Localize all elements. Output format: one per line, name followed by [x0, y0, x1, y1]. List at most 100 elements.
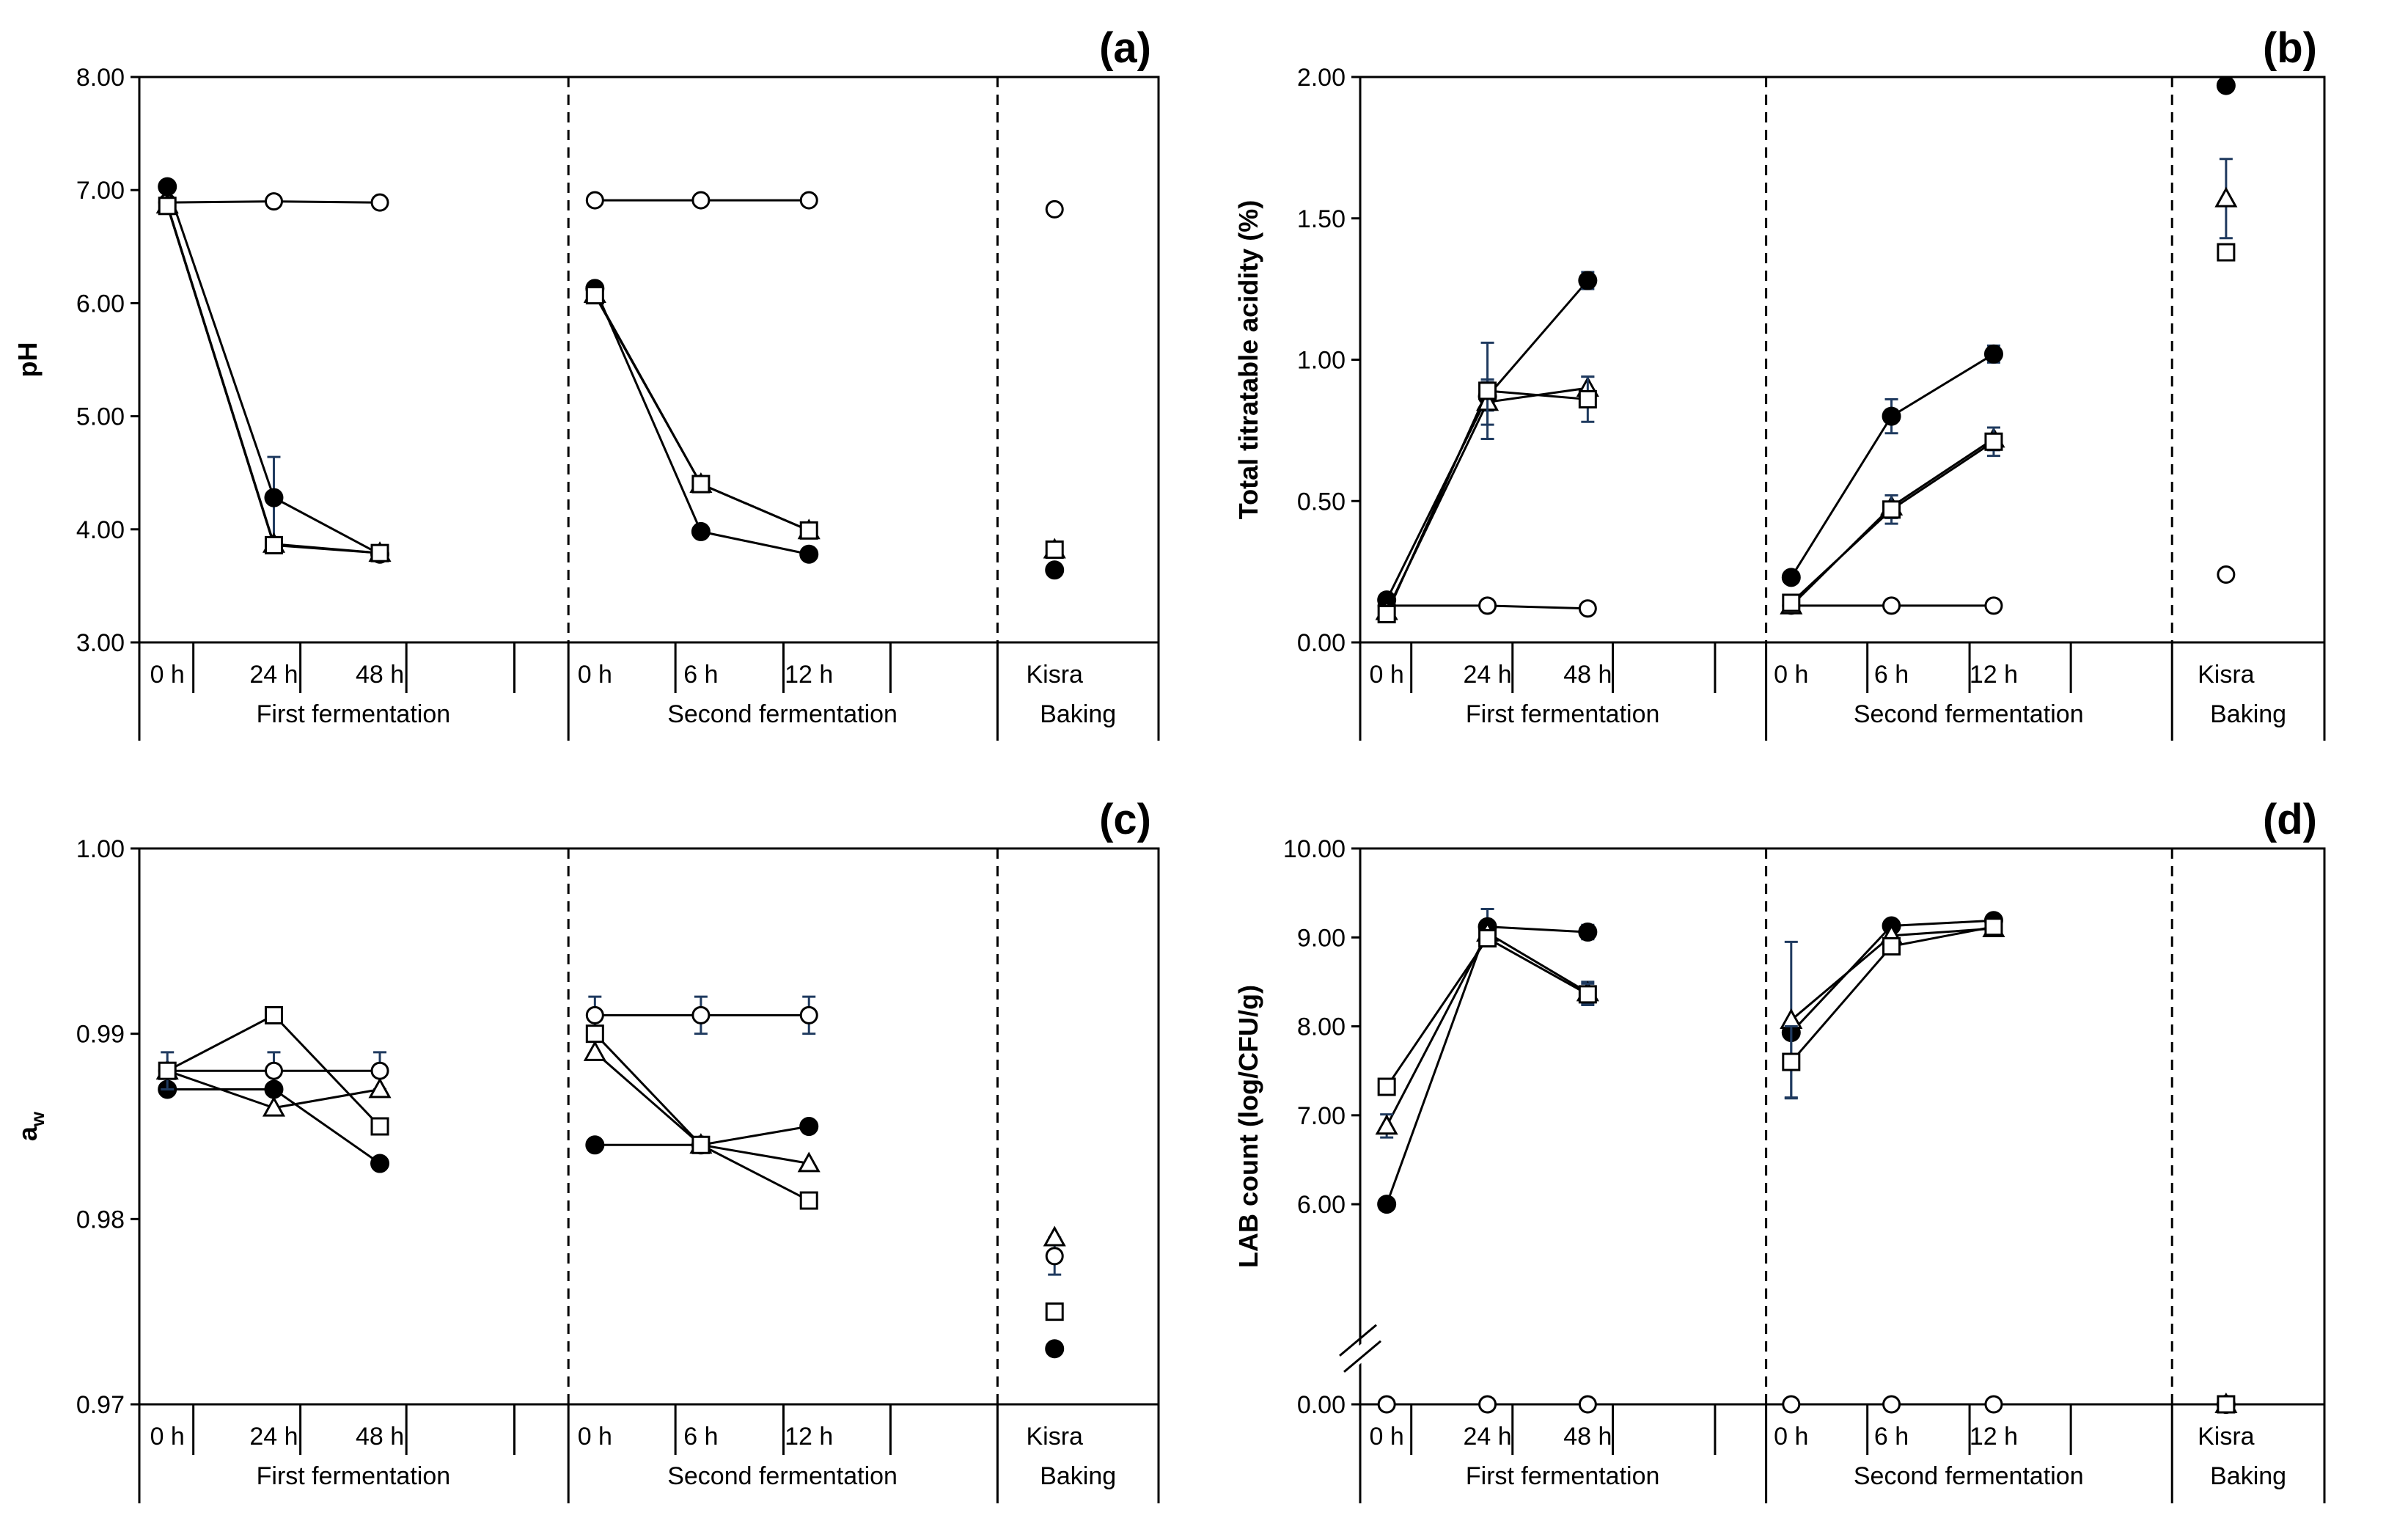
marker-triangle-open: [1043, 1225, 1066, 1247]
category-label: Kisra: [1026, 661, 1083, 689]
category-label: 0 h: [1774, 1423, 1808, 1451]
y-tick-label: 8.00: [1297, 1013, 1346, 1041]
series-open-square: [158, 197, 1064, 562]
group-label: Second fermentation: [667, 700, 898, 728]
y-tick-label: 7.00: [76, 177, 125, 205]
marker-square-open: [1377, 1077, 1396, 1096]
y-tick-label: 7.00: [1297, 1102, 1346, 1130]
category-label: 0 h: [1370, 1423, 1404, 1451]
category-label: 24 h: [249, 661, 298, 689]
marker-triangle-open: [797, 1151, 821, 1173]
category-label: 48 h: [356, 661, 404, 689]
category-label: 48 h: [356, 1423, 404, 1451]
marker-circle-open: [799, 191, 818, 210]
marker-square-open: [1578, 985, 1597, 1004]
y-tick-label: 6.00: [76, 290, 125, 318]
y-tick-label: 4.00: [76, 516, 125, 544]
group-label: First fermentation: [257, 1462, 451, 1490]
series-filled-circle: [158, 1079, 1065, 1359]
marker-square-open: [370, 1117, 389, 1136]
y-axis-label: pH: [12, 342, 43, 378]
marker-square-open: [691, 474, 711, 494]
marker-square-open: [264, 535, 283, 554]
marker-square-open: [1045, 540, 1064, 560]
category-label: 12 h: [785, 661, 833, 689]
group-label: Second fermentation: [667, 1462, 898, 1490]
panel-label: (b): [2263, 24, 2317, 72]
axis-break-mark: [1343, 1340, 1381, 1373]
marker-square-open: [1882, 936, 1901, 956]
marker-circle-filled: [1781, 568, 1801, 587]
panel-label: (c): [1099, 796, 1151, 843]
marker-square-open: [585, 286, 604, 305]
marker-circle-open: [585, 1005, 604, 1024]
series-open-square: [1377, 243, 2236, 623]
category-label: 0 h: [150, 1423, 185, 1451]
category-label: 6 h: [1874, 1423, 1909, 1451]
category-label: Kisra: [2198, 661, 2255, 689]
chart-panel-b: 0.00 0.50 1.00 1.50 2.00 Total titratable aci…: [1233, 24, 2326, 741]
category-label: 12 h: [1970, 661, 2018, 689]
marker-square-open: [1578, 389, 1597, 408]
y-tick-label: 10.00: [1283, 835, 1346, 863]
marker-square-open: [1782, 593, 1801, 612]
category-label: 6 h: [1874, 661, 1909, 689]
y-tick-label: 0.98: [76, 1206, 125, 1233]
marker-square-open: [585, 1024, 604, 1044]
category-label: 0 h: [150, 661, 185, 689]
marker-circle-open: [1984, 1395, 2003, 1414]
category-label: 0 h: [1370, 661, 1404, 689]
marker-circle-filled: [2216, 76, 2236, 95]
category-label: Kisra: [2198, 1423, 2255, 1451]
plot-frame: [138, 76, 1160, 644]
marker-circle-open: [585, 191, 604, 210]
marker-circle-open: [1045, 199, 1064, 219]
marker-circle-filled: [799, 1117, 819, 1136]
group-label: First fermentation: [1466, 700, 1660, 728]
marker-circle-open: [1478, 596, 1497, 615]
marker-square-open: [1882, 500, 1901, 519]
category-label: 6 h: [683, 1423, 718, 1451]
axis-break-gap: [1338, 1334, 1382, 1374]
marker-circle-filled: [1377, 1195, 1397, 1214]
marker-circle-open: [1984, 596, 2003, 615]
group-label: Baking: [1040, 700, 1116, 728]
series-line: [594, 294, 810, 532]
marker-triangle-open: [1375, 1114, 1398, 1135]
y-axis-label: LAB count (log/CFU/g): [1233, 985, 1263, 1268]
series-open-triangle: [155, 193, 1066, 562]
group-label: Baking: [2210, 700, 2286, 728]
series-open-triangle: [1375, 917, 2238, 1413]
marker-circle-filled: [264, 1079, 284, 1099]
y-tick-label: 5.00: [76, 403, 125, 431]
marker-square-open: [158, 197, 177, 216]
group-label: Baking: [2210, 1462, 2286, 1490]
series-filled-circle: [158, 177, 1065, 580]
group-label: Second fermentation: [1854, 700, 2084, 728]
y-tick-label: 1.00: [1297, 347, 1346, 375]
marker-circle-open: [1045, 1247, 1064, 1266]
marker-circle-filled: [1882, 406, 1901, 426]
marker-circle-open: [691, 1005, 711, 1024]
category-label: 48 h: [1563, 661, 1612, 689]
marker-circle-open: [2217, 565, 2236, 584]
series-open-square: [158, 1005, 1064, 1321]
marker-square-open: [1478, 928, 1497, 947]
marker-circle-filled: [1578, 271, 1598, 290]
group-label: First fermentation: [1466, 1462, 1660, 1490]
y-tick-label: 2.00: [1297, 64, 1346, 92]
series-line: [1385, 936, 1589, 1088]
marker-circle-filled: [1983, 344, 2003, 364]
marker-square-open: [691, 1135, 711, 1154]
series-line: [594, 1033, 810, 1202]
marker-square-open: [370, 543, 389, 562]
y-tick-label: 8.00: [76, 64, 125, 92]
marker-circle-open: [691, 191, 711, 210]
y-axis-label: Total titratable acidity (%): [1233, 200, 1263, 519]
marker-triangle-open: [2214, 186, 2238, 208]
category-label: 6 h: [683, 661, 718, 689]
series-filled-circle: [1377, 907, 2236, 1414]
y-axis-label: aw: [12, 1111, 48, 1141]
marker-circle-open: [799, 1005, 818, 1024]
